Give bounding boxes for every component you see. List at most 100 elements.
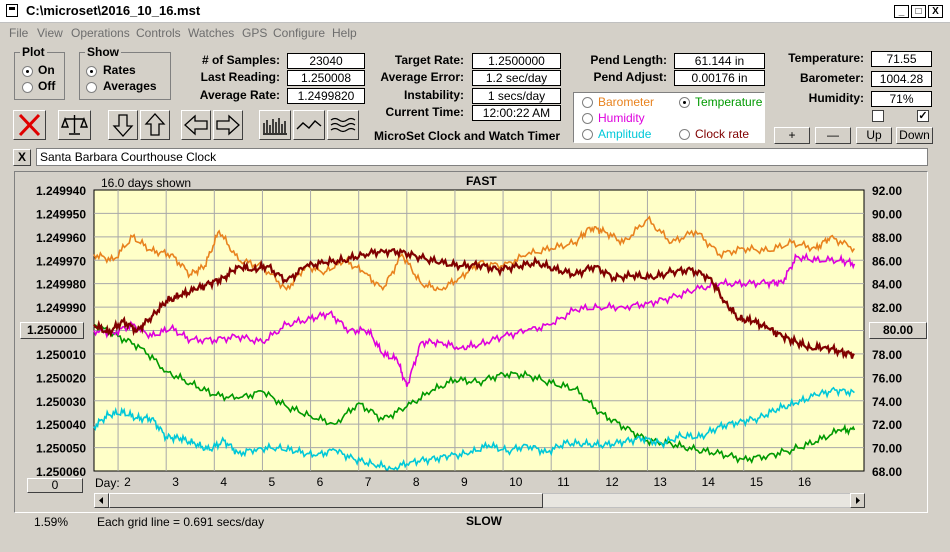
- show-averages-radio[interactable]: [86, 82, 97, 93]
- arrow-left-icon: [184, 114, 208, 136]
- left-tick-label: 1.249990: [36, 301, 86, 315]
- plot-on-label: On: [38, 63, 55, 77]
- humidity-field: 71%: [871, 91, 932, 107]
- plus-button[interactable]: +: [774, 127, 810, 144]
- right-tick-label: 70.00: [872, 442, 902, 456]
- wave-icon: [330, 117, 356, 133]
- show-averages-label: Averages: [103, 79, 157, 93]
- title-bar: C:\microset\2016_10_16.mst _ □ X: [0, 0, 950, 23]
- checkbox-2[interactable]: ✓: [917, 110, 929, 122]
- arrow-down-icon: [112, 114, 134, 137]
- right-tick-label: 90.00: [872, 207, 902, 221]
- line-view-button[interactable]: [293, 110, 325, 140]
- app-icon[interactable]: [6, 4, 18, 17]
- average-rate-field: 1.2499820: [287, 88, 365, 104]
- triangle-left-icon: [99, 497, 103, 504]
- menu-view[interactable]: View: [37, 26, 63, 40]
- x-tick-label: 4: [220, 475, 227, 489]
- humidity-radio[interactable]: [582, 113, 593, 124]
- x-tick-label: 14: [702, 475, 716, 489]
- x-tick-label: 15: [750, 475, 764, 489]
- amplitude-radio[interactable]: [582, 129, 593, 140]
- clock-rate-option-label: Clock rate: [695, 127, 750, 141]
- right-tick-label: 74.00: [872, 395, 902, 409]
- barometer-radio[interactable]: [582, 97, 593, 108]
- target-rate-label: Target Rate:: [394, 53, 464, 67]
- plot-off-label: Off: [38, 79, 56, 93]
- minus-button[interactable]: —: [815, 127, 851, 144]
- barometer-field: 1004.28: [871, 71, 932, 87]
- menu-controls[interactable]: Controls: [136, 26, 181, 40]
- right-tick-label: 72.00: [872, 418, 902, 432]
- last-reading-field: 1.250008: [287, 70, 365, 86]
- menu-operations[interactable]: Operations: [71, 26, 130, 40]
- x-tick-label: 10: [509, 475, 523, 489]
- up-button[interactable]: Up: [856, 127, 892, 144]
- menu-watches[interactable]: Watches: [188, 26, 235, 40]
- left-tick-label: 1.249970: [36, 254, 86, 268]
- left-percent-label: 1.59%: [34, 515, 69, 529]
- series-line-amplitude: [93, 386, 855, 471]
- slow-label: SLOW: [466, 514, 502, 528]
- bar-graph-icon: [263, 118, 287, 135]
- menu-help[interactable]: Help: [332, 26, 357, 40]
- scroll-thumb[interactable]: [109, 493, 543, 508]
- scroll-left-arrow[interactable]: [94, 493, 109, 508]
- menu-configure[interactable]: Configure: [273, 26, 326, 40]
- temperature-field: 71.55: [871, 51, 932, 67]
- menu-file[interactable]: File: [9, 26, 29, 40]
- right-tick-label: 68.00: [872, 465, 902, 479]
- pend-adjust-field: 0.00176 in: [674, 70, 765, 86]
- scroll-up-button[interactable]: [140, 110, 170, 140]
- checkbox-1[interactable]: [872, 110, 884, 122]
- left-tick-label: 1.250010: [36, 348, 86, 362]
- samples-field: 23040: [287, 53, 365, 69]
- clock-name-field[interactable]: Santa Barbara Courthouse Clock: [36, 148, 928, 166]
- close-button[interactable]: X: [928, 5, 943, 18]
- scroll-down-button[interactable]: [108, 110, 138, 140]
- clear-clock-button[interactable]: X: [13, 149, 31, 166]
- x-tick-label: 13: [653, 475, 667, 489]
- temperature-radio[interactable]: [679, 97, 690, 108]
- x-tick-label: 9: [461, 475, 468, 489]
- minimize-button[interactable]: _: [894, 5, 909, 18]
- scroll-right-arrow[interactable]: [850, 493, 865, 508]
- left-tick-label: 1.249960: [36, 231, 86, 245]
- app-caption: MicroSet Clock and Watch Timer: [374, 129, 561, 143]
- menu-gps[interactable]: GPS: [242, 26, 268, 40]
- stop-button[interactable]: [13, 110, 46, 140]
- right-tick-label: 78.00: [872, 348, 902, 362]
- pend-length-field: 61.144 in: [674, 53, 765, 69]
- balance-button[interactable]: [58, 110, 91, 140]
- target-rate-field[interactable]: 1.2500000: [472, 53, 561, 69]
- window-title: C:\microset\2016_10_16.mst: [26, 3, 201, 18]
- x-axis-label: Day:: [95, 476, 120, 490]
- show-rates-radio[interactable]: [86, 66, 97, 77]
- clock-rate-radio[interactable]: [679, 129, 690, 140]
- fast-label: FAST: [466, 174, 497, 188]
- scroll-left-button[interactable]: [181, 110, 211, 140]
- bar-view-button[interactable]: [259, 110, 291, 140]
- plot-off-radio[interactable]: [22, 82, 33, 93]
- x-tick-label: 2: [124, 475, 131, 489]
- balance-scale-icon: [60, 115, 89, 135]
- average-rate-label: Average Rate:: [199, 88, 280, 102]
- zero-button[interactable]: 0: [27, 478, 83, 493]
- wave-view-button[interactable]: [327, 110, 359, 140]
- triangle-right-icon: [856, 497, 860, 504]
- series-line-clock-rate: [93, 247, 855, 360]
- x-tick-label: 7: [365, 475, 372, 489]
- left-baseline-button[interactable]: 1.250000: [20, 322, 84, 339]
- barometer-option-label: Barometer: [598, 95, 655, 109]
- arrow-up-icon: [144, 113, 166, 136]
- average-error-label: Average Error:: [380, 70, 464, 84]
- maximize-button[interactable]: □: [911, 5, 926, 18]
- down-button[interactable]: Down: [896, 127, 933, 144]
- right-tick-label: 82.00: [872, 301, 902, 315]
- scroll-right-button[interactable]: [213, 110, 243, 140]
- plot-on-radio[interactable]: [22, 66, 33, 77]
- show-group-label: Show: [85, 45, 121, 59]
- x-tick-label: 5: [268, 475, 275, 489]
- right-baseline-button[interactable]: 80.00: [869, 322, 927, 339]
